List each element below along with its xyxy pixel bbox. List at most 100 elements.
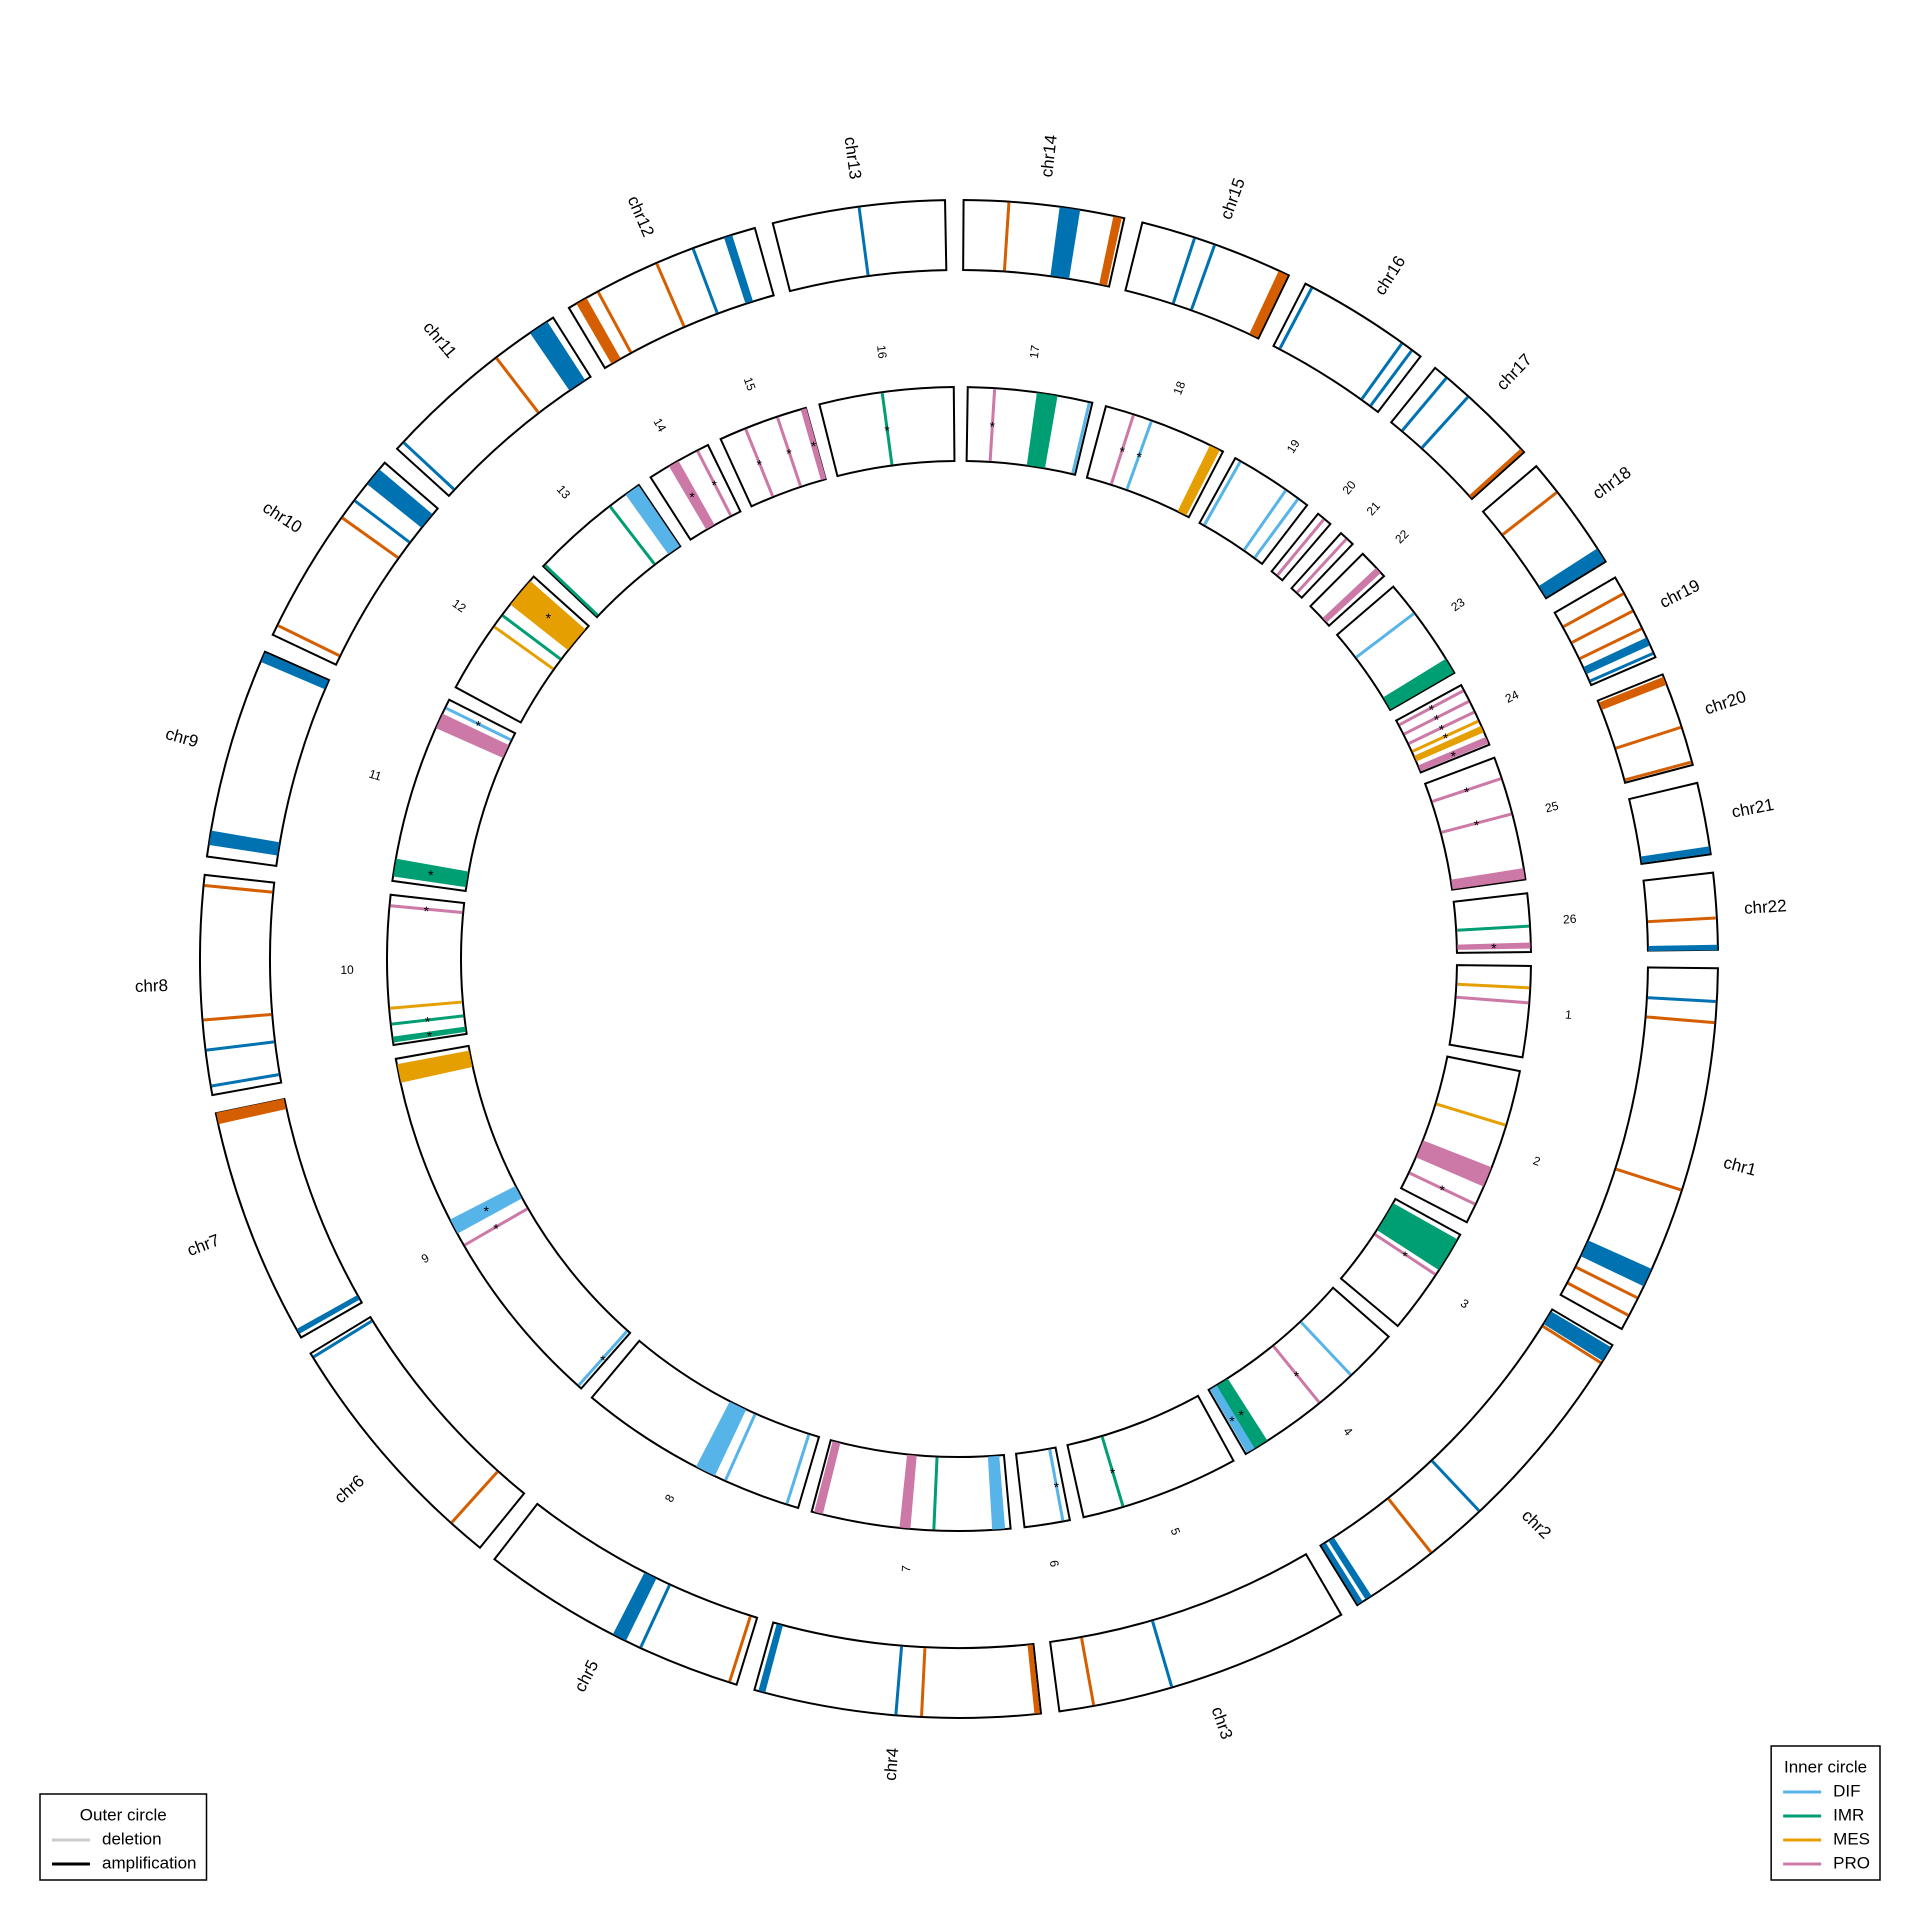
point-mark (1615, 1167, 1682, 1192)
segment-label: chr16 (1371, 252, 1410, 298)
legend-box (39, 1793, 208, 1881)
point-mark (655, 263, 686, 327)
region-mark (392, 1026, 466, 1043)
region-mark (450, 1186, 522, 1234)
significance-star: * (1402, 1248, 1408, 1264)
significance-star: * (546, 610, 552, 626)
point-mark (390, 1000, 462, 1010)
region-mark (899, 1454, 917, 1529)
region-mark (1599, 676, 1667, 710)
region-mark (261, 652, 329, 690)
segment-box (395, 316, 592, 498)
significance-star: * (990, 419, 996, 435)
significance-star: * (1439, 721, 1445, 737)
segment-box (1389, 366, 1526, 501)
point-mark (277, 624, 340, 657)
point-mark (1002, 202, 1011, 271)
point-mark (464, 1207, 528, 1247)
region-mark (1177, 445, 1220, 516)
significance-star: * (600, 1352, 606, 1368)
segment-box (541, 483, 682, 619)
segment-box (753, 1621, 1043, 1719)
point-mark (1071, 402, 1091, 474)
legend-label: deletion (102, 1829, 162, 1848)
segment-box (1339, 1197, 1462, 1328)
segment-box (1627, 781, 1712, 866)
point-mark (857, 207, 870, 276)
segment-box (1085, 404, 1225, 519)
point-mark (1190, 244, 1216, 310)
point-mark (1562, 592, 1624, 628)
point-mark (1542, 1325, 1602, 1364)
point-mark (354, 499, 411, 544)
segment-box (1399, 1055, 1522, 1224)
significance-star: * (689, 489, 695, 505)
segment-label: chr20 (1702, 687, 1748, 718)
segment-label: 10 (340, 963, 354, 977)
segment-box (818, 386, 956, 478)
region-mark (1328, 1537, 1372, 1600)
point-mark (724, 1413, 757, 1481)
segment-box (1394, 683, 1491, 774)
segment-label: chr21 (1730, 795, 1775, 822)
point-mark (1355, 612, 1415, 659)
point-mark (445, 706, 512, 742)
legend-label: amplification (102, 1853, 197, 1872)
point-mark (206, 1040, 275, 1052)
region-mark (696, 1401, 747, 1476)
segment-label: 15 (741, 375, 759, 393)
region-mark (1416, 1140, 1492, 1187)
legend-title: Inner circle (1784, 1757, 1867, 1776)
significance-star: * (884, 423, 890, 439)
point-mark (1360, 342, 1403, 400)
segment-box (1642, 871, 1719, 952)
significance-star: * (1110, 1465, 1116, 1481)
significance-star: * (1491, 940, 1497, 956)
segment-label: chr6 (331, 1471, 368, 1507)
point-mark (1109, 414, 1135, 485)
point-mark (1646, 1015, 1715, 1025)
segment-label: 22 (1392, 527, 1412, 547)
segment-box (394, 1044, 632, 1390)
segment-label: 6 (1047, 1559, 1062, 1568)
point-mark (1398, 689, 1464, 726)
segment-label: chr1 (1722, 1153, 1759, 1180)
segment-box (1272, 282, 1422, 414)
segment-box (454, 575, 591, 724)
point-mark (1412, 719, 1479, 753)
segment-label: 5 (1168, 1526, 1184, 1537)
point-mark (1431, 1460, 1480, 1512)
segment-box (1014, 1446, 1072, 1529)
point-mark (880, 392, 894, 465)
point-mark (493, 625, 554, 671)
segment-label: 23 (1448, 595, 1467, 614)
point-mark (402, 441, 455, 491)
significance-star: * (1120, 443, 1126, 459)
point-mark (1436, 1102, 1506, 1127)
segment-label: chr9 (163, 724, 200, 751)
region-mark (1099, 216, 1122, 286)
region-mark (510, 580, 586, 651)
segment-box (1270, 512, 1332, 582)
segment-label: chr10 (259, 498, 305, 537)
legend: Inner circle DIF IMR MES PRO (1770, 1745, 1881, 1881)
point-mark (1048, 1449, 1065, 1521)
legend-label: DIF (1833, 1781, 1860, 1800)
significance-star: * (1136, 449, 1142, 465)
point-mark (495, 357, 540, 414)
region-mark (1538, 548, 1605, 598)
segment-label: 19 (1284, 437, 1303, 456)
significance-star: * (493, 1221, 499, 1237)
point-mark (1432, 777, 1502, 803)
region-mark (216, 1098, 287, 1125)
significance-star: * (428, 867, 434, 883)
segment-box (1559, 966, 1719, 1331)
segment-label: 3 (1458, 1296, 1472, 1312)
region-mark (800, 408, 827, 481)
significance-star: * (786, 445, 792, 461)
point-mark (988, 389, 997, 462)
segment-box (771, 199, 948, 293)
segment-label: chr11 (419, 318, 460, 362)
segment-box (205, 650, 331, 868)
point-mark (1278, 287, 1314, 349)
